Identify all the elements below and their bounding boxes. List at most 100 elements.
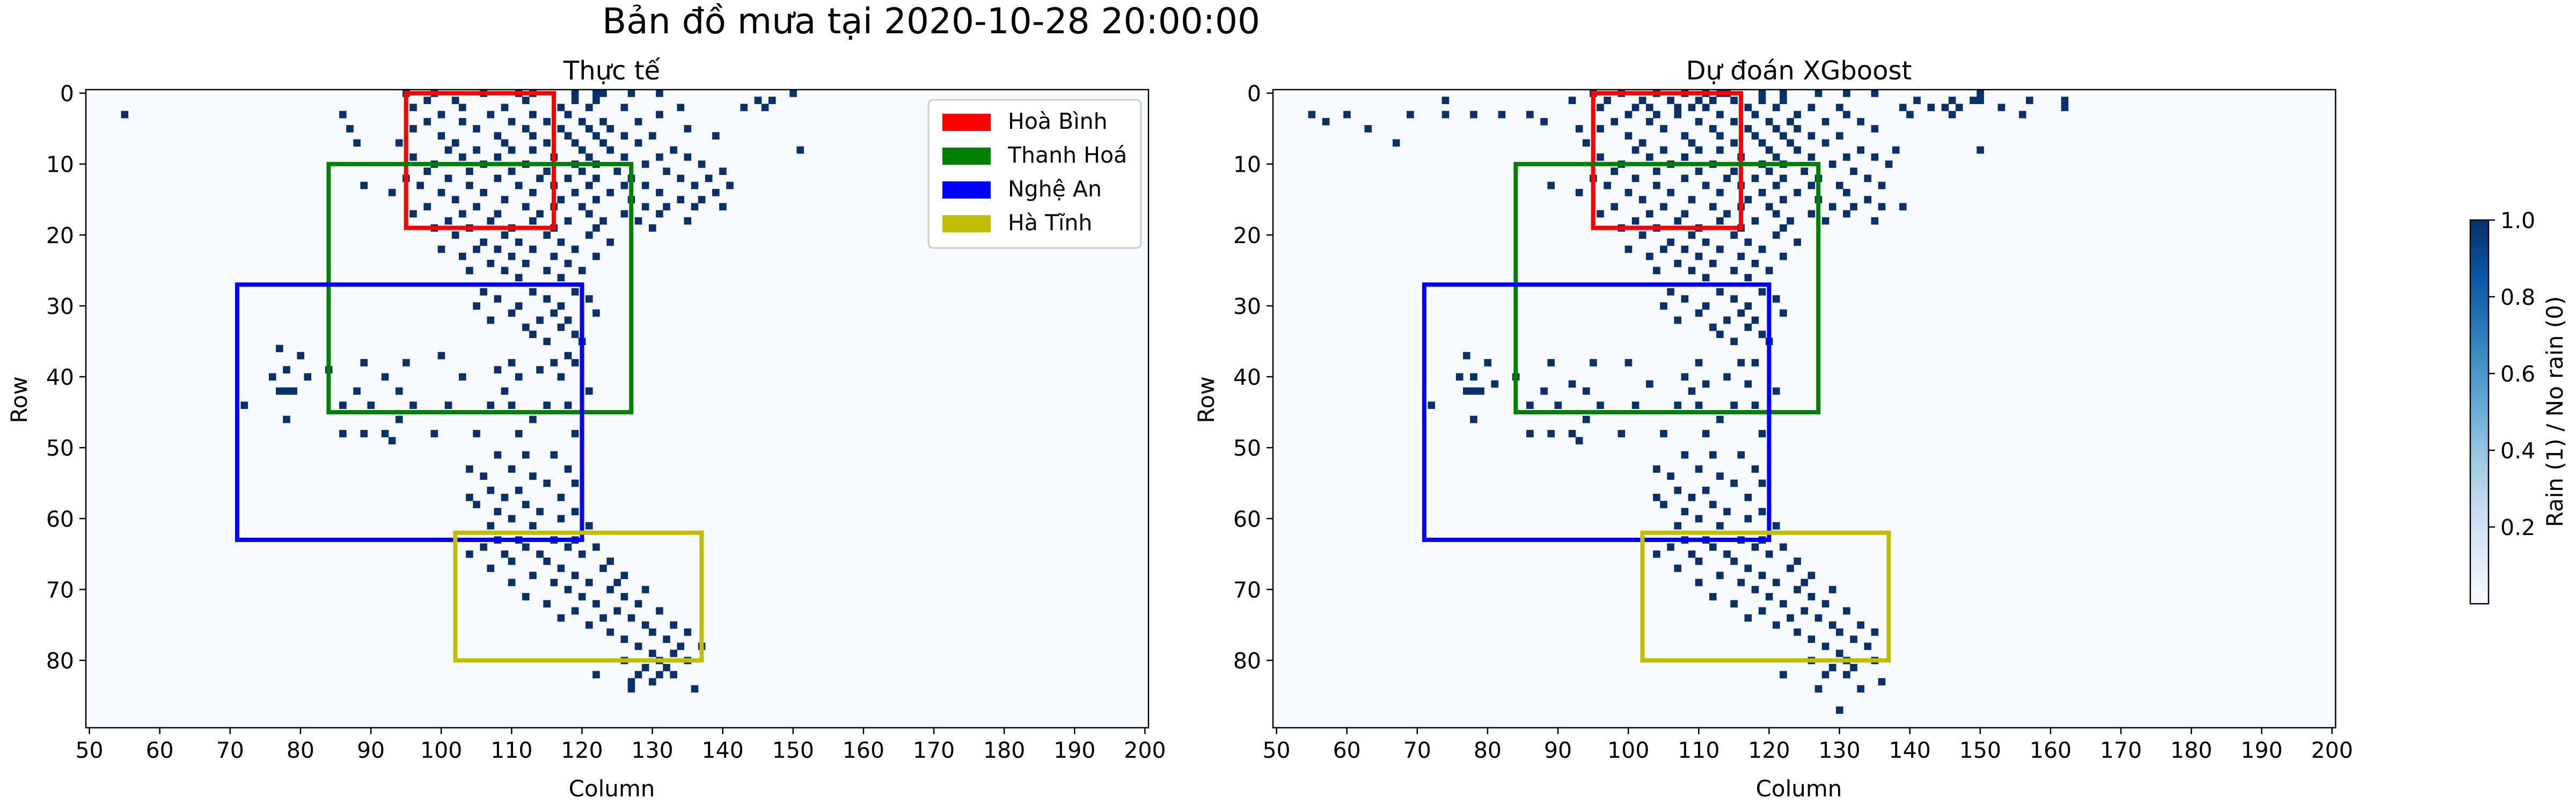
rain-cell	[1631, 401, 1640, 409]
rain-cell	[451, 231, 459, 239]
rain-cell	[1660, 203, 1667, 211]
rain-cell	[339, 401, 347, 409]
rain-cell	[1723, 174, 1731, 182]
rain-cell	[1836, 132, 1843, 140]
y-tick-label: 50	[46, 435, 74, 461]
rain-cell	[487, 565, 495, 572]
rain-cell	[1695, 359, 1703, 367]
rain-cell	[1716, 245, 1724, 253]
rain-cell	[789, 90, 797, 97]
rain-cell	[1836, 104, 1843, 112]
rain-cell	[501, 139, 509, 147]
x-tick-label: 70	[1403, 737, 1431, 763]
rain-cell	[670, 649, 677, 657]
rain-cell	[1688, 494, 1696, 501]
rain-cell	[557, 494, 565, 501]
rain-cell	[1674, 316, 1682, 324]
rain-cell	[1667, 288, 1674, 296]
rain-cell	[1364, 125, 1372, 133]
rain-cell	[487, 486, 495, 494]
rain-cell	[649, 224, 656, 232]
rain-cell	[1730, 97, 1738, 104]
rain-cell	[1744, 104, 1752, 112]
region-box-thanh-hoa	[326, 162, 634, 415]
rain-cell	[1667, 238, 1674, 246]
rain-cell	[599, 217, 607, 225]
rain-cell	[458, 373, 466, 381]
rain-cell	[360, 359, 368, 367]
rain-cell	[1843, 188, 1850, 196]
rain-cell	[1821, 118, 1829, 126]
rain-cell	[437, 132, 445, 140]
rain-cell	[1758, 607, 1766, 615]
legend-swatch-ha-tinh	[942, 215, 991, 232]
rain-cell	[1744, 238, 1752, 246]
rain-cell	[1575, 125, 1583, 133]
rain-cell	[1568, 380, 1576, 388]
rain-cell	[1582, 415, 1590, 423]
rain-cell	[1498, 111, 1506, 119]
rain-cell	[409, 153, 417, 161]
rain-cell	[1631, 174, 1640, 182]
rain-cell	[1597, 153, 1604, 161]
rain-cell	[1716, 217, 1724, 225]
rain-cell	[1794, 238, 1801, 246]
rain-cell	[620, 592, 628, 601]
rain-cell	[536, 508, 544, 516]
rain-cell	[571, 188, 579, 196]
rain-cell	[430, 430, 438, 437]
rain-cell	[1807, 210, 1816, 218]
rain-cell	[1787, 614, 1794, 622]
rain-cell	[494, 210, 502, 218]
rain-cell	[796, 146, 804, 154]
rain-cell	[663, 167, 670, 175]
rain-cell	[529, 415, 537, 423]
x-tick-label: 170	[2100, 737, 2142, 763]
rain-cell	[1638, 97, 1646, 104]
rain-cell	[451, 196, 459, 203]
rain-cell	[423, 203, 431, 211]
rain-cell	[1751, 359, 1759, 367]
rain-cell	[571, 90, 579, 97]
rain-cell	[1843, 111, 1850, 119]
rain-cell	[550, 359, 558, 367]
rain-cell	[677, 104, 685, 112]
rain-cell	[557, 125, 565, 133]
rain-cell	[1568, 430, 1576, 437]
rain-cell	[487, 217, 495, 225]
rain-cell	[1744, 494, 1752, 501]
rain-cell	[444, 401, 452, 409]
rain-cell	[1772, 153, 1780, 161]
rain-cell	[367, 401, 375, 409]
x-tick-label: 100	[1607, 737, 1649, 763]
rain-cell	[1723, 316, 1731, 324]
rain-cell	[1455, 373, 1463, 381]
rain-cell	[564, 352, 572, 360]
rain-cell	[564, 543, 572, 551]
rain-cell	[557, 274, 565, 282]
rain-cell	[1850, 167, 1857, 175]
x-tick-label: 120	[1748, 737, 1790, 763]
rain-cell	[1723, 550, 1731, 558]
rain-cell	[1807, 635, 1816, 643]
rain-cell	[451, 97, 459, 104]
rain-cell	[1702, 430, 1710, 437]
rain-cell	[1716, 111, 1724, 119]
rain-cell	[515, 274, 523, 282]
rain-cell	[1857, 685, 1864, 693]
rain-cell	[388, 188, 396, 196]
rain-cell	[557, 238, 565, 246]
rain-cell	[1645, 118, 1653, 126]
rain-cell	[656, 671, 663, 679]
rain-cell	[606, 557, 614, 565]
rain-cell	[768, 97, 776, 104]
rain-cell	[1758, 430, 1766, 437]
rain-cell	[466, 550, 473, 558]
rain-cell	[1702, 181, 1710, 189]
rain-cell	[1645, 153, 1653, 161]
rain-cell	[1758, 245, 1766, 253]
rain-cell	[388, 437, 396, 445]
rain-cell	[726, 181, 734, 189]
rain-cell	[606, 238, 614, 246]
rain-cell	[515, 486, 523, 494]
